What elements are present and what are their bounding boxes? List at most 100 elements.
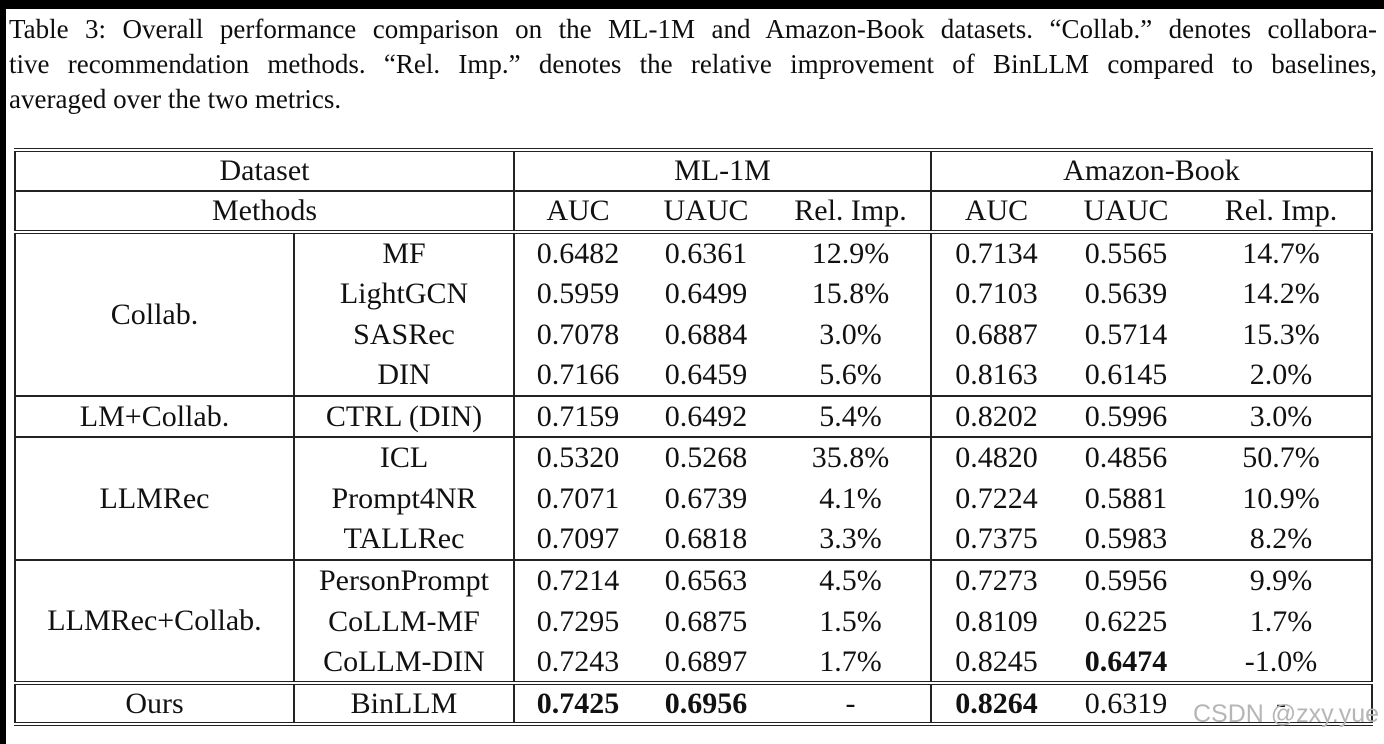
header-methods: Methods — [15, 191, 514, 234]
group-label-ours: Ours — [15, 681, 294, 724]
cell-ml1m-uauc: 0.6563 — [641, 559, 771, 601]
caption-line-1: Table 3: Overall performance comparison … — [9, 14, 1377, 44]
header-row-dataset: Dataset ML-1M Amazon-Book — [15, 150, 1372, 192]
cell-ml1m-relimp: - — [771, 681, 931, 724]
group-label-llmrec-collab: LLMRec+Collab. — [15, 559, 294, 683]
cell-amazon-auc: 0.7103 — [930, 273, 1061, 314]
cell-ml1m-auc: 0.7159 — [513, 395, 641, 437]
cell-ml1m-uauc: 0.6499 — [664, 276, 748, 310]
table-row-din: DIN 0.7166 0.6459 5.6% 0.8163 0.6145 2.0… — [15, 355, 1372, 396]
cell-amazon-relimp: 9.9% — [1191, 559, 1372, 601]
cell-ml1m-relimp: 3.3% — [819, 522, 882, 555]
cell-amazon-uauc: 0.5639 — [1084, 276, 1168, 310]
cell-amazon-relimp: -1.0% — [1244, 644, 1318, 678]
cell-ml1m-relimp: 4.1% — [819, 481, 882, 515]
cell-amazon-auc: 0.7273 — [930, 559, 1061, 601]
cell-ml1m-auc: 0.7214 — [513, 559, 641, 601]
cell-amazon-relimp: 1.7% — [1249, 604, 1313, 638]
method-label: CoLLM-DIN — [293, 642, 514, 683]
screenshot-edge-left — [0, 0, 6, 744]
cell-amazon-relimp: 3.0% — [1191, 395, 1372, 437]
cell-amazon-uauc: 0.6145 — [1084, 358, 1168, 391]
cell-ml1m-uauc: 0.5268 — [641, 436, 771, 478]
table-row-binllm: Ours BinLLM 0.7425 0.6956 - 0.8264 0.631… — [15, 681, 1372, 724]
cell-ml1m-relimp: 15.8% — [811, 276, 890, 310]
cell-ml1m-uauc: 0.6492 — [641, 395, 771, 437]
cell-amazon-auc: 0.8109 — [930, 601, 1061, 642]
cell-amazon-auc: 0.4820 — [930, 436, 1061, 478]
table-row-ctrl-din: LM+Collab. CTRL (DIN) 0.7159 0.6492 5.4%… — [15, 395, 1372, 437]
cell-amazon-uauc: 0.5565 — [1084, 236, 1168, 270]
method-label: PersonPrompt — [293, 559, 514, 601]
cell-amazon-relimp: 8.2% — [1249, 522, 1313, 555]
method-label: TALLRec — [293, 519, 514, 560]
method-label: CTRL (DIN) — [293, 395, 514, 437]
table-row-tallrec: TALLRec 0.7097 0.6818 3.3% 0.7375 0.5983… — [15, 519, 1372, 560]
cell-amazon-auc: 0.8245 — [930, 642, 1061, 683]
header-ml1m-relimp: Rel. Imp. — [771, 191, 931, 234]
cell-ml1m-auc-best: 0.7425 — [513, 681, 641, 724]
results-table-container: Dataset ML-1M Amazon-Book Methods AUC UA… — [14, 148, 1373, 726]
table-row-sasrec: SASRec 0.7078 0.6884 3.0% 0.6887 0.5714 … — [15, 314, 1372, 355]
method-label: LightGCN — [293, 273, 514, 314]
method-label: BinLLM — [293, 681, 514, 724]
cell-amazon-uauc: 0.5714 — [1084, 317, 1168, 351]
group-label-collab: Collab. — [110, 297, 199, 331]
cell-ml1m-auc: 0.7166 — [513, 355, 641, 396]
cell-amazon-auc: 0.7375 — [930, 519, 1061, 560]
cell-ml1m-auc: 0.6482 — [513, 232, 641, 273]
table-row-prompt4nr: Prompt4NR 0.7071 0.6739 4.1% 0.7224 0.58… — [15, 478, 1372, 519]
cell-amazon-auc: 0.8163 — [930, 355, 1061, 396]
cell-amazon-relimp: 2.0% — [1249, 358, 1313, 391]
cell-amazon-uauc: 0.5983 — [1084, 522, 1168, 555]
cell-amazon-uauc: 0.4856 — [1061, 436, 1191, 478]
csdn-watermark: CSDN @zxy.yue — [1193, 700, 1380, 728]
cell-ml1m-relimp: 1.7% — [819, 644, 882, 678]
cell-amazon-auc: 0.6887 — [930, 314, 1061, 355]
header-ml1m: ML-1M — [513, 150, 931, 192]
table-row-personprompt: LLMRec+Collab. PersonPrompt 0.7214 0.656… — [15, 559, 1372, 683]
cell-ml1m-relimp: 4.5% — [771, 559, 931, 601]
cell-amazon-uauc: 0.5956 — [1061, 559, 1191, 601]
cell-ml1m-uauc: 0.6875 — [664, 604, 748, 638]
cell-amazon-auc-best: 0.8264 — [930, 681, 1061, 724]
cell-ml1m-uauc: 0.6818 — [664, 522, 748, 555]
caption-line-2: tive recommendation methods. “Rel. Imp.”… — [9, 49, 1377, 79]
cell-ml1m-auc: 0.7295 — [513, 601, 641, 642]
table-row-icl: LLMRec ICL 0.5320 0.5268 35.8% 0.4820 0.… — [15, 436, 1372, 560]
table-row-mf: Collab. MF 0.6482 0.6361 12.9% 0.7134 0.… — [15, 232, 1372, 331]
cell-amazon-auc: 0.7224 — [930, 478, 1061, 519]
cell-amazon-relimp: 50.7% — [1191, 436, 1372, 478]
cell-amazon-relimp: 15.3% — [1242, 317, 1320, 351]
cell-amazon-uauc: 0.5996 — [1061, 395, 1191, 437]
method-label: MF — [293, 232, 514, 273]
cell-ml1m-relimp: 5.4% — [771, 395, 931, 437]
cell-amazon-relimp: 14.2% — [1242, 276, 1320, 310]
cell-amazon-uauc: 0.6225 — [1084, 604, 1168, 638]
caption-line-3: averaged over the two metrics. — [9, 84, 342, 114]
cell-amazon-uauc: 0.5881 — [1084, 481, 1168, 515]
method-label: CoLLM-MF — [293, 601, 514, 642]
cell-amazon-uauc: 0.6319 — [1061, 681, 1191, 724]
cell-ml1m-auc: 0.7071 — [513, 478, 641, 519]
group-label-llmrec: LLMRec — [15, 436, 294, 560]
header-amazon-relimp: Rel. Imp. — [1191, 191, 1372, 234]
header-dataset: Dataset — [15, 150, 514, 192]
header-ml1m-auc: AUC — [513, 191, 641, 234]
screenshot-edge-top — [0, 0, 1384, 9]
table-row-collm-din: CoLLM-DIN 0.7243 0.6897 1.7% 0.8245 0.64… — [15, 642, 1372, 683]
cell-ml1m-auc: 0.5320 — [513, 436, 641, 478]
cell-amazon-uauc-best: 0.6474 — [1084, 644, 1168, 678]
cell-ml1m-auc: 0.5959 — [513, 273, 641, 314]
method-label: Prompt4NR — [293, 478, 514, 519]
cell-ml1m-auc: 0.7078 — [513, 314, 641, 355]
cell-amazon-auc: 0.8202 — [930, 395, 1061, 437]
header-amazon-book: Amazon-Book — [930, 150, 1372, 192]
header-row-metrics: Methods AUC UAUC Rel. Imp. AUC UAUC Rel.… — [15, 191, 1372, 234]
table-caption: Table 3: Overall performance comparison … — [9, 12, 1377, 117]
cell-ml1m-uauc-best: 0.6956 — [641, 681, 771, 724]
results-table: Dataset ML-1M Amazon-Book Methods AUC UA… — [14, 148, 1373, 726]
method-label: SASRec — [293, 314, 514, 355]
cell-ml1m-relimp: 1.5% — [819, 604, 882, 638]
cell-ml1m-uauc: 0.6739 — [664, 481, 748, 515]
